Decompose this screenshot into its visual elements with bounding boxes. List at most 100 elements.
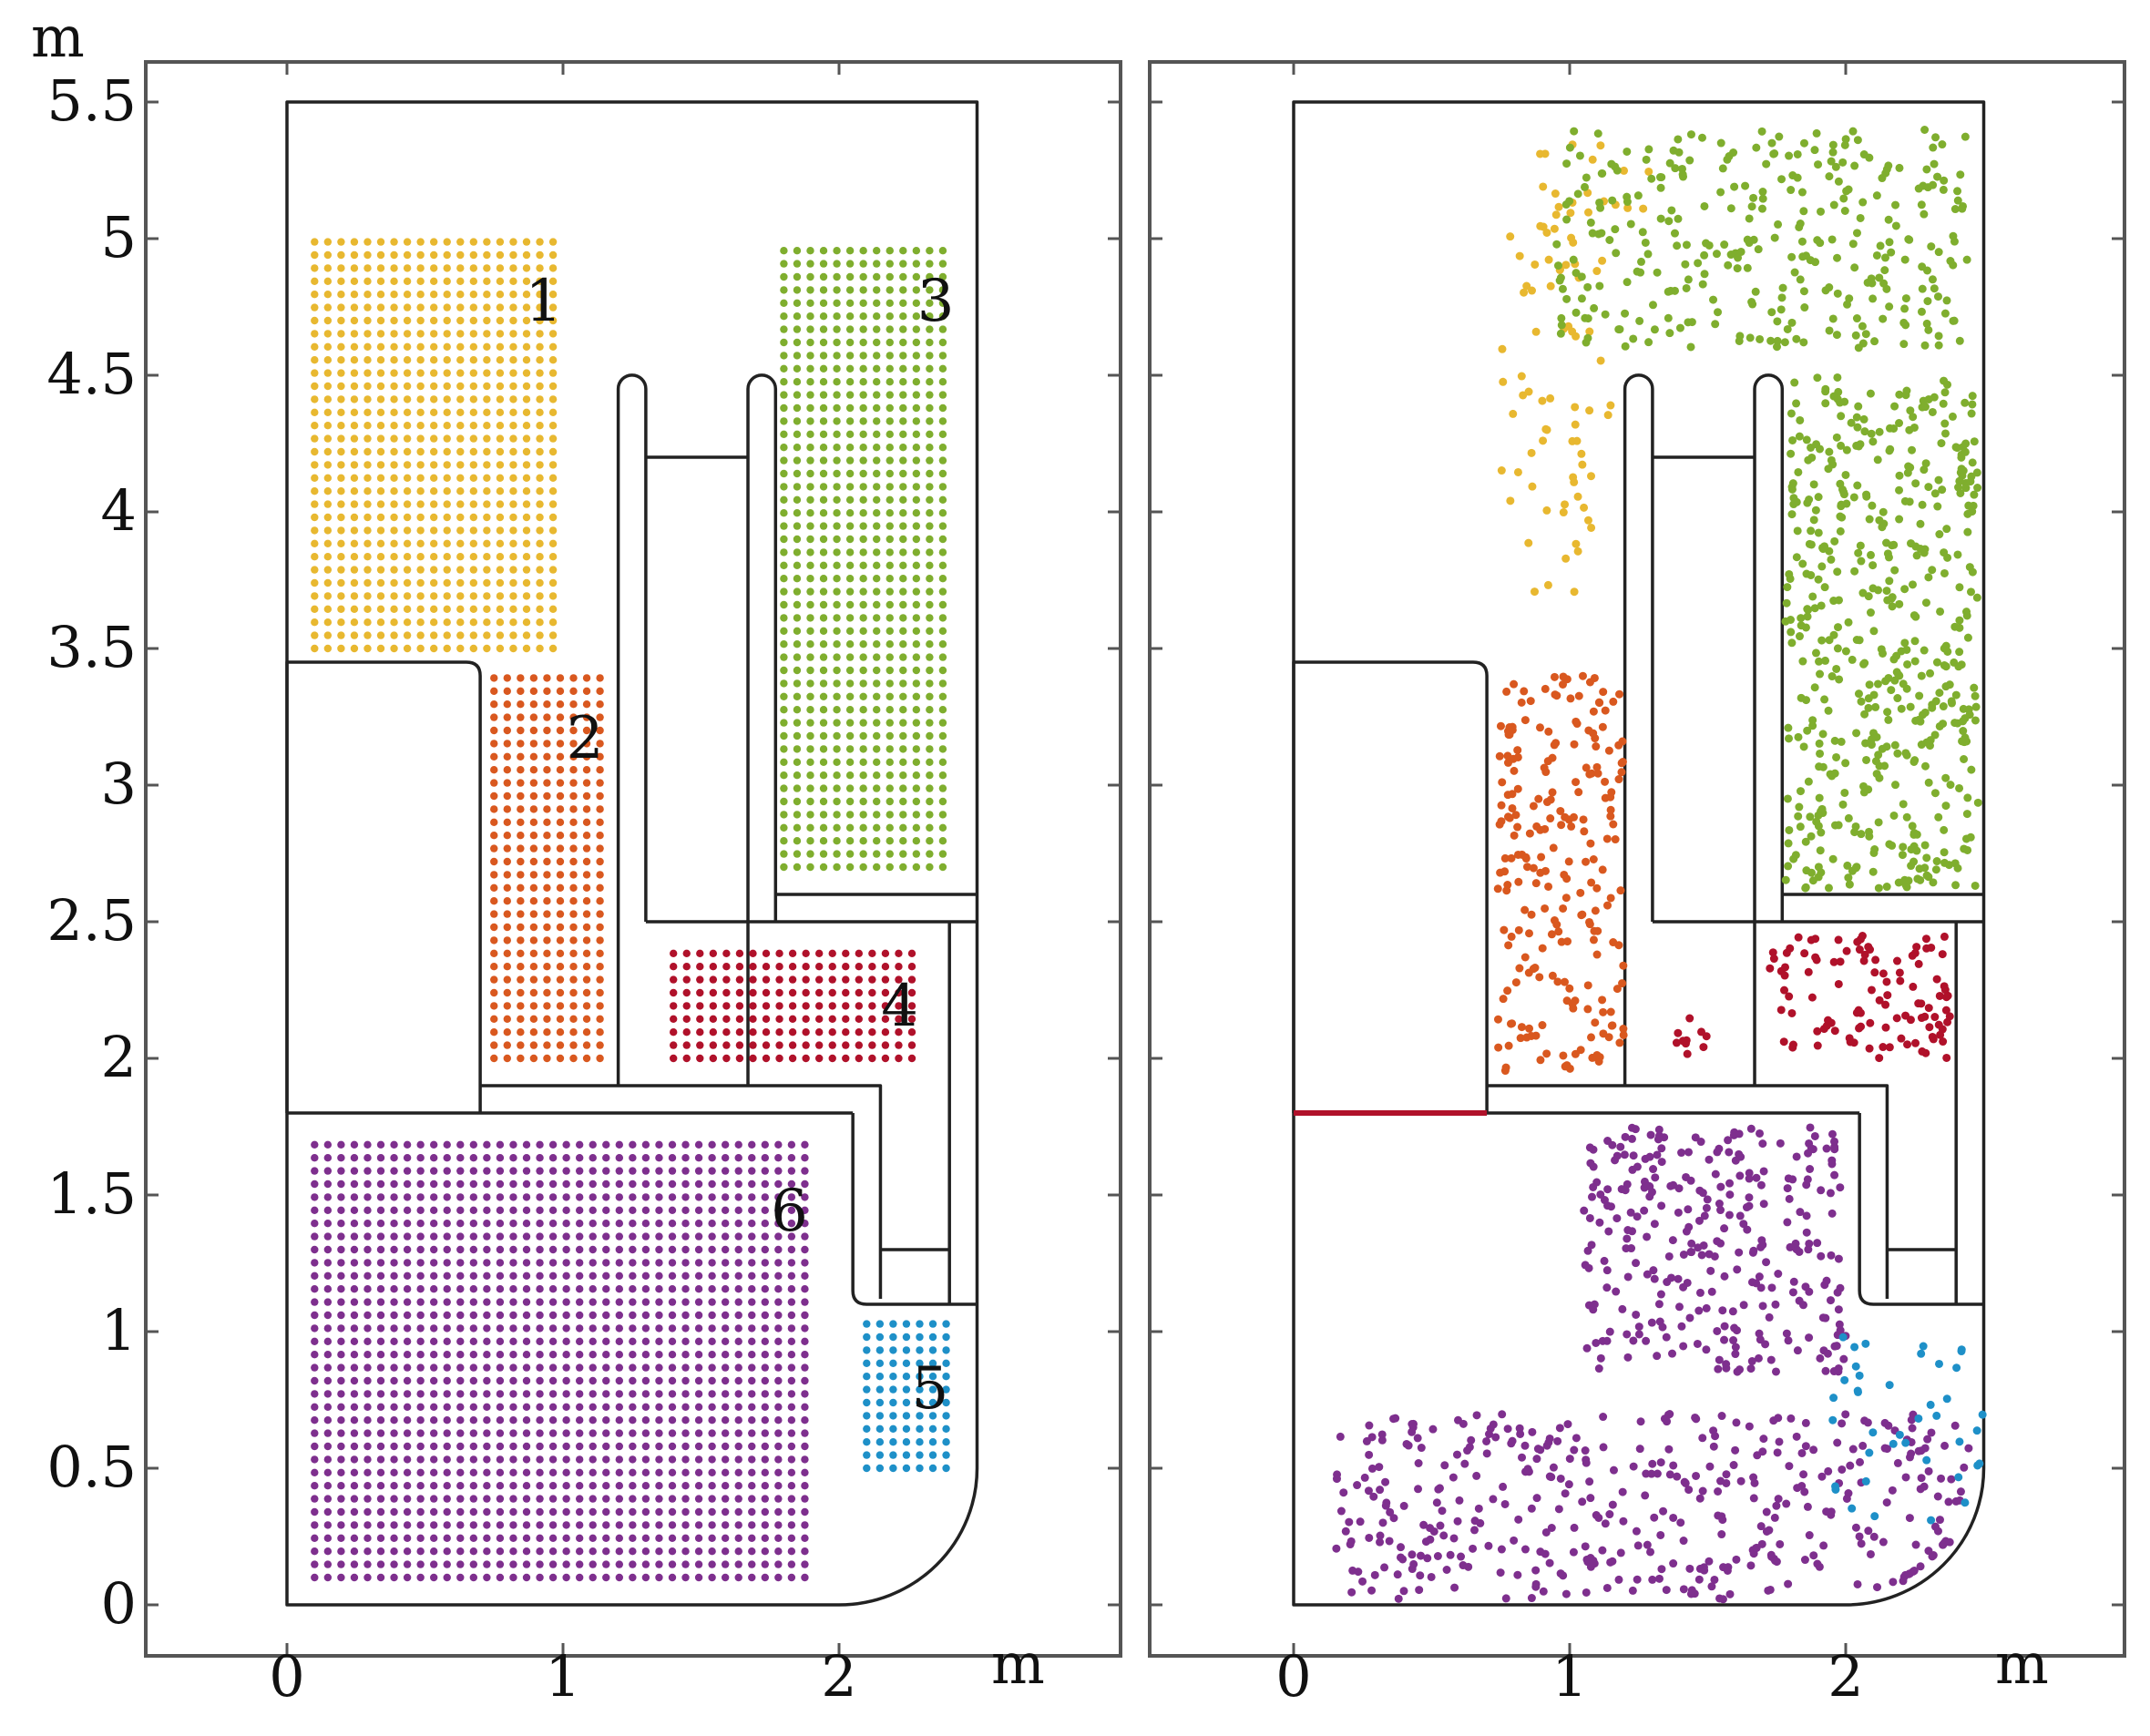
particle-region-6 xyxy=(1520,1441,1530,1450)
particle-region-6 xyxy=(456,1259,465,1267)
particle-region-4 xyxy=(907,988,916,997)
particle-region-3 xyxy=(1908,580,1917,589)
particle-region-1 xyxy=(522,513,531,522)
particle-region-1 xyxy=(416,447,425,456)
particle-region-6 xyxy=(641,1311,650,1320)
particle-region-6 xyxy=(376,1298,385,1306)
particle-region-3 xyxy=(793,312,802,321)
particle-region-6 xyxy=(1679,1342,1688,1351)
particle-region-3 xyxy=(1920,465,1929,475)
particle-region-6 xyxy=(589,1495,597,1503)
particle-region-3 xyxy=(1856,213,1865,222)
particle-region-6 xyxy=(522,1468,531,1477)
particle-region-3 xyxy=(1866,389,1875,398)
particle-region-3 xyxy=(819,666,828,675)
particle-region-1 xyxy=(1571,403,1580,412)
particle-region-2 xyxy=(556,687,565,695)
particle-region-4 xyxy=(895,1041,903,1049)
particle-region-3 xyxy=(1642,155,1651,164)
particle-region-3 xyxy=(793,522,802,530)
particle-region-1 xyxy=(350,539,359,547)
particle-region-3 xyxy=(819,692,828,700)
particle-region-3 xyxy=(1795,802,1804,812)
particle-region-6 xyxy=(443,1376,451,1385)
particle-region-1 xyxy=(469,303,478,311)
particle-region-3 xyxy=(1938,485,1947,495)
particle-region-2 xyxy=(582,897,591,905)
particle-region-1 xyxy=(1570,477,1579,486)
particle-region-3 xyxy=(899,863,907,872)
particle-region-1 xyxy=(403,644,412,653)
particle-region-6 xyxy=(403,1573,412,1582)
particle-region-1 xyxy=(536,474,544,482)
particle-region-1 xyxy=(1571,420,1580,429)
particle-region-6 xyxy=(337,1206,345,1215)
particle-region-6 xyxy=(536,1324,544,1333)
particle-region-1 xyxy=(1528,482,1537,491)
particle-region-2 xyxy=(556,1054,565,1063)
particle-region-3 xyxy=(899,483,907,491)
particle-region-1 xyxy=(536,356,544,364)
particle-region-1 xyxy=(469,250,478,260)
particle-region-6 xyxy=(509,1376,517,1385)
particle-region-6 xyxy=(522,1259,531,1267)
particle-region-6 xyxy=(801,1220,809,1228)
particle-region-6 xyxy=(734,1521,742,1529)
particle-region-4 xyxy=(749,975,757,984)
particle-region-1 xyxy=(509,539,517,547)
particle-region-6 xyxy=(655,1337,663,1346)
particle-region-3 xyxy=(859,587,867,596)
particle-region-1 xyxy=(1561,500,1570,509)
particle-region-6 xyxy=(483,1351,491,1359)
particle-region-1 xyxy=(323,566,333,574)
particle-region-3 xyxy=(912,495,921,504)
particle-region-2 xyxy=(543,975,551,984)
particle-region-6 xyxy=(629,1285,637,1293)
particle-region-1 xyxy=(363,356,372,364)
particle-region-3 xyxy=(1940,548,1949,557)
particle-region-6 xyxy=(323,1482,333,1490)
particle-region-6 xyxy=(416,1390,425,1398)
particle-region-3 xyxy=(873,561,881,569)
particle-region-1 xyxy=(509,526,517,535)
particle-region-2 xyxy=(596,910,604,918)
particle-region-1 xyxy=(403,553,412,561)
particle-region-6 xyxy=(1841,1410,1850,1419)
particle-region-6 xyxy=(1715,1200,1724,1209)
particle-region-2 xyxy=(490,832,498,840)
particle-region-3 xyxy=(926,575,934,583)
particle-region-3 xyxy=(1910,756,1920,765)
particle-region-3 xyxy=(833,771,841,780)
particle-region-6 xyxy=(1674,1274,1683,1283)
particle-region-3 xyxy=(1832,331,1841,340)
particle-region-3 xyxy=(859,640,867,648)
particle-region-3 xyxy=(1839,194,1848,203)
particle-region-3 xyxy=(780,837,788,845)
particle-region-6 xyxy=(615,1482,624,1490)
particle-region-3 xyxy=(793,272,802,281)
particle-region-6 xyxy=(668,1220,677,1228)
particle-region-6 xyxy=(337,1259,345,1267)
particle-region-3 xyxy=(1958,204,1967,213)
particle-region-6 xyxy=(708,1337,716,1346)
particle-region-6 xyxy=(1761,1340,1770,1349)
particle-region-1 xyxy=(496,264,505,272)
particle-region-4 xyxy=(788,949,797,958)
particle-region-1 xyxy=(363,539,372,547)
particle-region-5 xyxy=(889,1346,897,1354)
particle-region-6 xyxy=(575,1468,584,1477)
particle-region-6 xyxy=(403,1154,412,1162)
particle-region-6 xyxy=(1656,1290,1665,1299)
particle-region-2 xyxy=(1560,870,1569,879)
particle-region-3 xyxy=(1747,202,1756,211)
particle-region-6 xyxy=(615,1376,624,1385)
particle-region-2 xyxy=(543,713,551,721)
particle-region-3 xyxy=(1860,427,1869,436)
particle-region-1 xyxy=(350,369,359,377)
particle-region-1 xyxy=(350,422,359,430)
particle-region-6 xyxy=(509,1507,517,1516)
particle-region-6 xyxy=(403,1547,412,1556)
particle-region-6 xyxy=(694,1298,703,1306)
particle-region-2 xyxy=(1559,679,1568,689)
particle-region-6 xyxy=(655,1232,663,1241)
